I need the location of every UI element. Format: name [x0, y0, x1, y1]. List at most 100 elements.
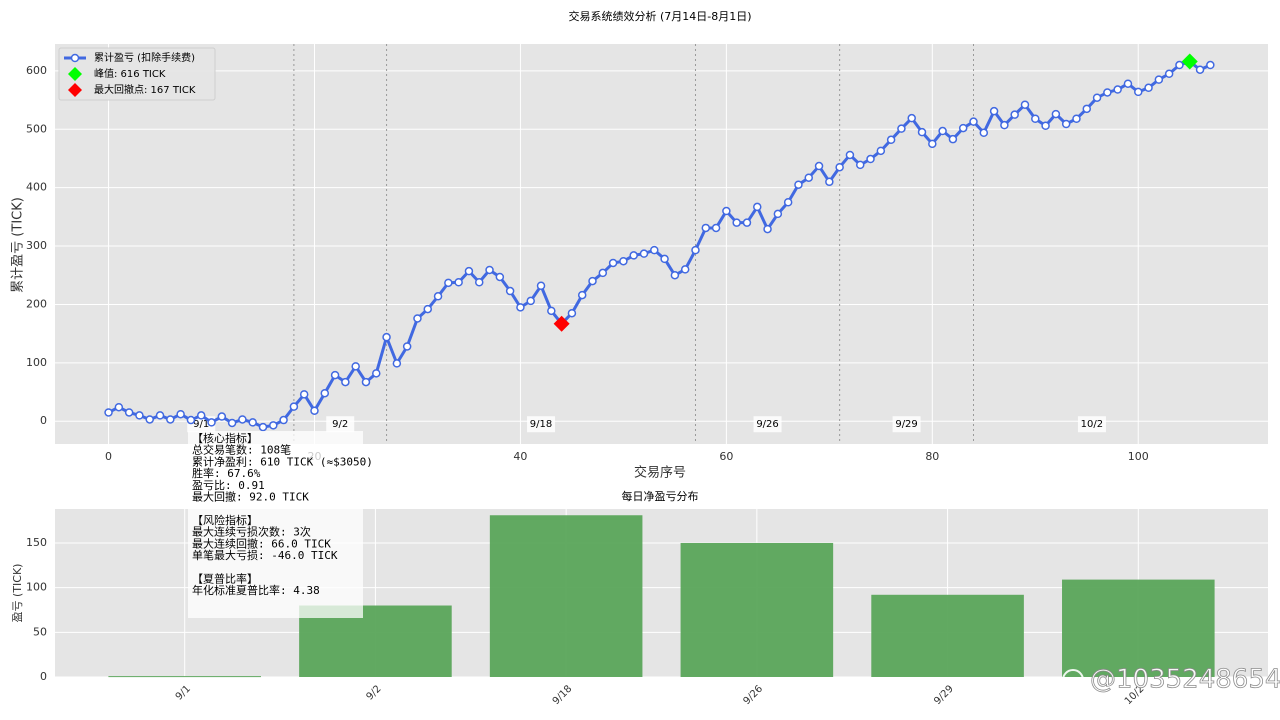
- point: [454, 277, 463, 287]
- point: [1144, 83, 1153, 93]
- point: [238, 415, 247, 424]
- point: [330, 370, 340, 380]
- point: [928, 139, 937, 149]
- legend-box: [58, 47, 216, 101]
- day-label-box: [892, 416, 921, 433]
- stats-line: 总交易笔数: 108笔: [192, 443, 291, 457]
- point: [619, 256, 628, 266]
- legend-swatch: [70, 53, 80, 63]
- point: [763, 224, 772, 234]
- y-tick-label: 300: [26, 239, 47, 252]
- point: [444, 278, 453, 288]
- stats-background: [188, 431, 363, 618]
- point: [1195, 65, 1205, 74]
- point: [691, 245, 700, 255]
- point: [608, 258, 618, 268]
- point: [969, 117, 978, 126]
- y-tick-label: 100: [26, 581, 47, 594]
- point: [1164, 69, 1174, 79]
- point: [402, 342, 412, 351]
- point: [866, 154, 875, 164]
- point: [474, 277, 484, 287]
- marker: [1181, 53, 1198, 70]
- point: [876, 146, 886, 156]
- point: [701, 223, 711, 233]
- point: [320, 388, 330, 398]
- point: [351, 362, 360, 371]
- point: [361, 377, 371, 387]
- y-tick-label: 0: [40, 414, 47, 427]
- point: [196, 411, 206, 420]
- point: [804, 173, 813, 182]
- point: [1000, 120, 1009, 130]
- watermark-logo: [1062, 669, 1084, 691]
- point: [814, 161, 824, 171]
- point: [1010, 110, 1019, 119]
- bar: [489, 515, 643, 677]
- y-tick-label: 100: [26, 356, 47, 369]
- y-axis-label: 累计盈亏 (TICK): [11, 197, 26, 293]
- day-label-box: [753, 416, 782, 433]
- point: [464, 266, 474, 276]
- point: [547, 306, 556, 316]
- point: [299, 390, 309, 399]
- point: [958, 123, 968, 133]
- legend-swatch: [68, 67, 82, 81]
- point: [104, 408, 113, 417]
- day-label-box: [326, 416, 355, 433]
- point: [567, 308, 577, 318]
- point: [145, 415, 154, 424]
- point: [495, 272, 505, 282]
- point: [979, 128, 989, 138]
- stats-line: 盈亏比: 0.91: [192, 479, 265, 492]
- point: [155, 411, 165, 420]
- day-label: 9/18: [530, 419, 552, 430]
- y-tick-label: 50: [33, 625, 47, 638]
- point: [753, 202, 762, 212]
- day-label-box: [1077, 416, 1106, 433]
- point: [629, 251, 638, 260]
- point: [1175, 60, 1184, 70]
- point: [711, 223, 721, 233]
- point: [907, 113, 916, 123]
- point: [166, 415, 175, 424]
- y-tick-label: 500: [26, 122, 47, 135]
- legend-label: 最大回撤点: 167 TICK: [94, 83, 196, 96]
- x-tick-label: 80: [925, 450, 939, 463]
- point: [1113, 85, 1122, 94]
- stats-line: 胜率: 67.6%: [192, 466, 261, 480]
- stats-line: 累计净盈利: 610 TICK (≈$3050): [192, 454, 373, 468]
- point: [639, 249, 649, 258]
- day-label: 9/1: [193, 419, 209, 430]
- point: [989, 106, 999, 116]
- stats-line: 最大连续回撤: 66.0 TICK: [192, 536, 331, 550]
- point: [207, 418, 216, 427]
- point: [742, 218, 752, 227]
- bar: [1062, 579, 1215, 677]
- point: [1031, 114, 1040, 123]
- point: [577, 290, 587, 300]
- point: [917, 127, 927, 137]
- point: [372, 369, 381, 378]
- point: [1206, 60, 1215, 70]
- bar: [680, 542, 834, 677]
- point: [783, 197, 793, 207]
- point: [722, 206, 731, 216]
- point: [1020, 100, 1030, 109]
- point: [258, 422, 268, 432]
- point: [289, 402, 299, 411]
- point: [310, 406, 319, 415]
- point: [794, 180, 803, 189]
- x-tick-label: 0: [105, 450, 112, 463]
- y-tick-label: 150: [26, 536, 47, 549]
- point: [1061, 119, 1071, 129]
- bar: [871, 594, 1024, 677]
- point: [948, 134, 958, 144]
- day-label: 9/2: [332, 419, 348, 430]
- point: [1103, 88, 1112, 97]
- y-tick-label: 400: [26, 181, 47, 194]
- point: [886, 135, 896, 145]
- chart-title: 每日净盈亏分布: [622, 489, 699, 503]
- plot-area: [55, 44, 1268, 444]
- point: [897, 124, 906, 133]
